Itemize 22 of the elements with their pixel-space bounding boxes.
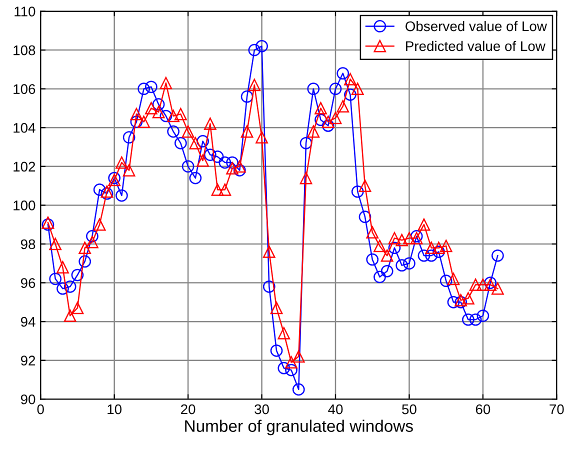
y-tick-label: 96: [20, 278, 36, 288]
y-tick-label: 110: [14, 6, 36, 16]
x-tick-label: 70: [550, 404, 564, 414]
y-tick-label: 90: [20, 394, 36, 404]
y-tick-label: 108: [14, 45, 36, 56]
x-axis-title: Number of granulated windows: [185, 420, 413, 436]
x-tick-label: 20: [181, 404, 196, 414]
x-tick-label: 0: [37, 404, 44, 414]
x-tick-label: 60: [476, 404, 490, 414]
legend-label: Observed value of Low: [406, 20, 547, 32]
y-tick-label: 94: [20, 316, 36, 327]
x-tick-label: 50: [402, 404, 416, 414]
y-tick-label: 102: [14, 162, 36, 172]
y-tick-label: 92: [20, 356, 36, 366]
y-tick-label: 98: [20, 239, 36, 250]
y-tick-label: 100: [14, 200, 36, 210]
x-tick-label: 10: [108, 404, 122, 414]
y-tick-label: 106: [14, 84, 36, 94]
legend-label: Predicted value of Low: [406, 40, 546, 52]
x-tick-label: 30: [254, 404, 269, 414]
y-tick-label: 104: [14, 122, 36, 133]
x-tick-label: 40: [328, 404, 343, 414]
